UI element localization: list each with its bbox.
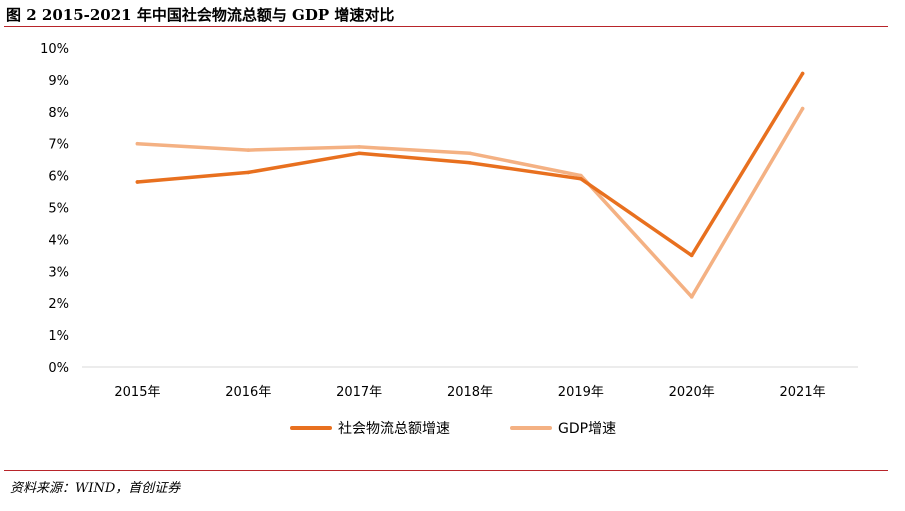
x-tick-label: 2016年 [225,385,271,400]
series-point-0 [135,180,140,184]
legend: 社会物流总额增速 GDP增速 [0,418,905,446]
top-rule [4,26,888,27]
y-tick-label: 6% [48,170,69,185]
x-tick-label: 2020年 [669,385,715,400]
x-tick-label: 2015年 [114,385,160,400]
y-tick-label: 8% [48,106,69,121]
y-tick-label: 0% [48,361,69,376]
series-line-1 [135,106,805,299]
series-point-1 [357,145,361,149]
x-tick-label: 2019年 [558,385,604,400]
series-point-0 [246,170,251,175]
series-point-1 [468,151,472,156]
series-point-1 [689,295,694,299]
y-tick-label: 9% [48,74,69,89]
series-point-0 [800,71,805,76]
series-point-0 [468,161,472,165]
series-point-0 [357,151,361,156]
series-point-1 [246,148,251,152]
figure-title: 图 2 2015-2021 年中国社会物流总额与 GDP 增速对比 [6,6,395,24]
series-point-1 [579,173,583,178]
legend-label-series-0: 社会物流总额增速 [338,421,450,437]
legend-item-series-1: GDP增速 [510,418,616,438]
y-tick-label: 3% [48,265,69,280]
line-chart: 0% 1% 2% 3% 4% 5% 6% 7% 8% 9% 10% 2015年 2016年 2017年 20… [40,42,858,400]
y-tick-label: 4% [48,233,69,248]
legend-label-series-1: GDP增速 [558,421,617,437]
source-note: 资料来源：WIND，首创证券 [10,481,181,496]
legend-swatch-series-0 [290,426,332,430]
x-tick-label: 2018年 [447,385,493,400]
y-tick-label: 5% [48,202,69,217]
legend-swatch-series-1 [510,426,552,430]
x-tick-label: 2017年 [336,385,382,400]
bottom-rule [4,470,888,471]
y-tick-label: 7% [48,138,69,153]
series-point-0 [579,176,583,181]
series-point-0 [689,253,694,258]
series-point-1 [800,106,805,111]
series-point-1 [135,141,140,146]
legend-item-series-0: 社会物流总额增速 [290,418,450,438]
x-tick-label: 2021年 [780,385,826,400]
y-tick-label: 10% [40,42,69,57]
y-tick-label: 2% [48,297,69,312]
y-tick-label: 1% [48,329,69,344]
